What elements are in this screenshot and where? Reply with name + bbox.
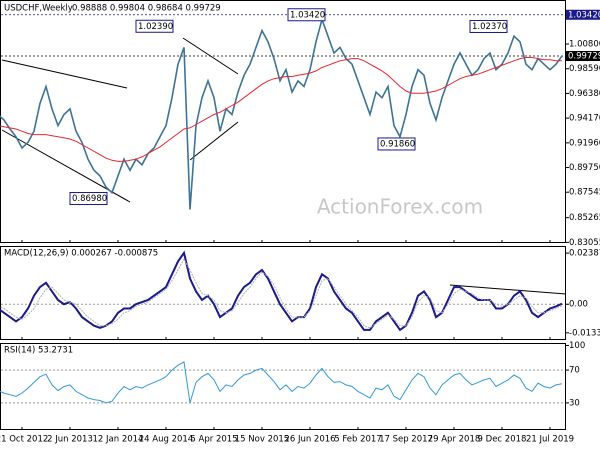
annotation-box [69, 192, 108, 206]
y-tick-label: 0.87545 [569, 188, 600, 198]
trend-line [449, 284, 567, 295]
y-tick-label: 0.023873 [569, 249, 600, 259]
price-box-label: 1.03420 [568, 10, 600, 20]
price-frame [0, 0, 566, 243]
y-tick-label: 0.85265 [569, 213, 600, 223]
annotation-label: 0.86980 [72, 194, 107, 204]
y-tick-label: 70 [569, 366, 580, 376]
annotation-label: 1.02370 [472, 22, 507, 32]
annotation-box [377, 137, 416, 151]
y-tick-label: 100 [569, 341, 585, 351]
x-tick-label: 26 Jun 2016 [284, 435, 335, 445]
annotation-box [135, 19, 174, 33]
watermark: ActionForex.com [317, 195, 483, 219]
x-tick-label: 5 Feb 2017 [334, 435, 382, 445]
price-box [566, 51, 600, 62]
annotation-label: 1.02390 [138, 22, 173, 32]
annotation-box [469, 19, 508, 33]
y-tick-label: -0.013346 [569, 328, 600, 338]
price-box [566, 9, 600, 20]
x-tick-label: 21 Jul 2019 [526, 435, 574, 445]
x-tick-label: 12 Jan 2014 [93, 435, 144, 445]
series-line [0, 361, 563, 404]
annotation-label: 0.91860 [380, 139, 415, 149]
macd-frame [0, 246, 566, 340]
x-tick-label: 17 Sep 2017 [379, 435, 433, 445]
trend-line [189, 121, 239, 161]
ohlc-readout: 0.98888 0.99804 0.98684 0.99729 [72, 4, 221, 14]
y-tick-label: 30 [569, 398, 580, 408]
y-tick-label: 0.83055 [569, 238, 600, 248]
x-tick-label: 5 Apr 2015 [190, 435, 237, 445]
rsi-frame [0, 343, 566, 430]
x-tick-label: 15 Nov 2015 [235, 435, 289, 445]
x-tick-label: 24 Aug 2014 [139, 435, 193, 445]
macd-title: MACD(12,26,9) 0.000267 -0.000875 [4, 249, 158, 259]
y-tick-label: 0.00 [569, 300, 588, 310]
chart-title: USDCHF,Weekly [4, 4, 73, 14]
x-tick-label: 2 Jun 2013 [47, 435, 93, 445]
rsi-title: RSI(14) 53.2731 [4, 346, 73, 356]
x-tick-label: 9 Dec 2018 [478, 435, 527, 445]
annotation-box [287, 8, 326, 22]
series-line [0, 16, 563, 210]
annotation-label: 1.03420 [290, 10, 325, 20]
price-box-label: 0.99729 [568, 52, 600, 62]
x-tick-label: 29 Apr 2018 [428, 435, 481, 445]
series-line [0, 250, 563, 332]
x-tick-label: 21 Oct 2012 [0, 435, 48, 445]
series-line [0, 258, 563, 329]
trend-line [1, 59, 128, 89]
series-line [0, 57, 562, 162]
